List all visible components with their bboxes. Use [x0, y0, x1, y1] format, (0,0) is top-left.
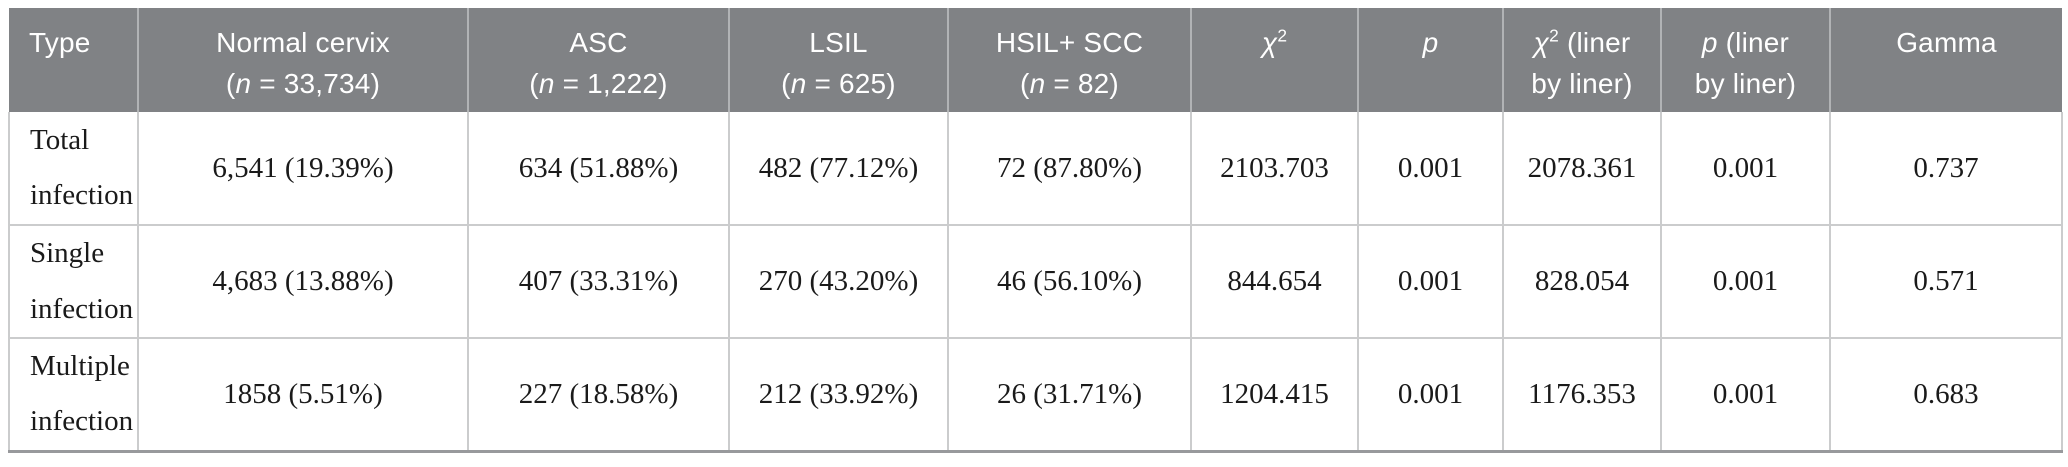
hpv-infection-results-table-container: Type Normal cervix (n = 33,734) ASC (n = 1…	[8, 8, 2063, 453]
table-cell: 2078.361	[1502, 112, 1661, 225]
table-cell: 227 (18.58%)	[467, 337, 729, 453]
table-cell: 46 (56.10%)	[947, 224, 1191, 338]
table-cell: 0.001	[1357, 337, 1503, 453]
table-cell: 0.571	[1829, 224, 2063, 338]
table-cell: 1858 (5.51%)	[137, 337, 468, 453]
table-cell: 0.737	[1829, 112, 2063, 225]
table-cell: 482 (77.12%)	[728, 112, 948, 225]
table-body: Total infection 6,541 (19.39%) 634 (51.8…	[8, 112, 2063, 453]
table-row-total-infection: Total infection 6,541 (19.39%) 634 (51.8…	[8, 112, 2063, 225]
table-cell: 0.001	[1660, 112, 1830, 225]
table-cell: 212 (33.92%)	[728, 337, 948, 453]
column-header-chi-square-liner-by-liner: χ2 (liner by liner)	[1502, 8, 1661, 112]
table-cell: 407 (33.31%)	[467, 224, 729, 338]
table-cell: 1176.353	[1502, 337, 1661, 453]
column-header-asc: ASC (n = 1,222)	[467, 8, 729, 112]
table-cell: 634 (51.88%)	[467, 112, 729, 225]
column-header-p-liner-by-liner: p (liner by liner)	[1660, 8, 1830, 112]
table-row-multiple-infection: Multiple infection 1858 (5.51%) 227 (18.…	[8, 337, 2063, 453]
table-cell: 2103.703	[1190, 112, 1358, 225]
table-cell: 26 (31.71%)	[947, 337, 1191, 453]
table-cell: 0.683	[1829, 337, 2063, 453]
table-row-single-infection: Single infection 4,683 (13.88%) 407 (33.…	[8, 224, 2063, 338]
table-cell: 6,541 (19.39%)	[137, 112, 468, 225]
table-header: Type Normal cervix (n = 33,734) ASC (n = 1…	[9, 8, 2062, 112]
header-row: Type Normal cervix (n = 33,734) ASC (n = 1…	[9, 8, 2062, 112]
table-cell: 1204.415	[1190, 337, 1358, 453]
column-header-gamma: Gamma	[1829, 8, 2062, 112]
column-header-normal-cervix: Normal cervix (n = 33,734)	[137, 8, 468, 112]
table-cell: 844.654	[1190, 224, 1358, 338]
hpv-infection-results-table: Type Normal cervix (n = 33,734) ASC (n = 1…	[8, 8, 2063, 453]
table-cell: 4,683 (13.88%)	[137, 224, 468, 338]
column-header-lsil: LSIL (n = 625)	[728, 8, 948, 112]
table-cell: 0.001	[1660, 224, 1830, 338]
row-label-single-infection: Single infection	[8, 224, 138, 338]
column-header-type: Type	[9, 8, 138, 112]
column-header-p: p	[1357, 8, 1503, 112]
table-cell: 270 (43.20%)	[728, 224, 948, 338]
table-cell: 828.054	[1502, 224, 1661, 338]
table-cell: 72 (87.80%)	[947, 112, 1191, 225]
table-cell: 0.001	[1660, 337, 1830, 453]
row-label-multiple-infection: Multiple infection	[8, 337, 138, 453]
table-cell: 0.001	[1357, 112, 1503, 225]
column-header-hsil-scc: HSIL+ SCC (n = 82)	[947, 8, 1191, 112]
row-label-total-infection: Total infection	[8, 112, 138, 225]
column-header-chi-square: χ2	[1190, 8, 1358, 112]
table-cell: 0.001	[1357, 224, 1503, 338]
